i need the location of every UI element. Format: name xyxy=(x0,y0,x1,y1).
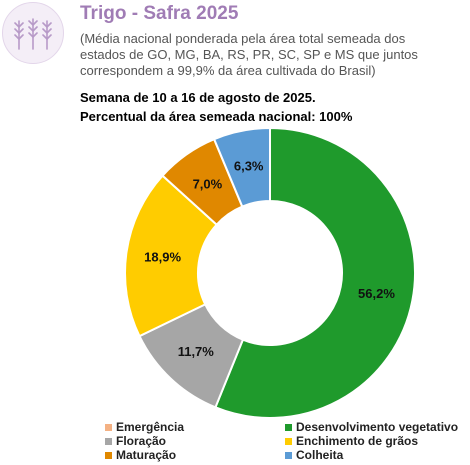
legend-swatch xyxy=(285,437,292,445)
slice-label-5: 6,3% xyxy=(234,159,264,174)
legend-swatch xyxy=(105,451,112,459)
slice-label-3: 18,9% xyxy=(144,250,181,265)
legend-item-5: Colheita xyxy=(285,448,343,462)
legend-item-4: Maturação xyxy=(105,448,176,462)
legend-item-1: Desenvolvimento vegetativo xyxy=(285,420,458,434)
subtitle-line: estados de GO, MG, BA, RS, PR, SC, SP e … xyxy=(80,47,418,62)
legend-item-0: Emergência xyxy=(105,420,184,434)
legend-swatch xyxy=(105,423,112,431)
area-heading: Percentual da área semeada nacional: 100… xyxy=(80,109,353,124)
slice-3 xyxy=(124,174,219,338)
slice-label-1: 56,2% xyxy=(358,286,395,301)
legend-item-3: Enchimento de grãos xyxy=(285,434,418,448)
slice-4 xyxy=(161,137,244,227)
legend-label: Desenvolvimento vegetativo xyxy=(296,420,459,434)
legend-label: Floração xyxy=(116,434,167,448)
page-title: Trigo - Safra 2025 xyxy=(80,3,239,24)
slice-5 xyxy=(212,126,271,208)
wheat-logo-icon xyxy=(2,2,64,64)
subtitle: (Média nacional ponderada pela área tota… xyxy=(80,31,465,79)
legend-label: Maturação xyxy=(116,448,177,462)
legend-label: Colheita xyxy=(296,448,344,462)
legend-swatch xyxy=(285,451,292,459)
legend-label: Enchimento de grãos xyxy=(296,434,419,448)
slice-2 xyxy=(138,303,245,409)
slice-1 xyxy=(214,126,416,419)
legend-swatch xyxy=(285,423,292,431)
legend-item-2: Floração xyxy=(105,434,166,448)
week-heading: Semana de 10 a 16 de agosto de 2025. xyxy=(80,90,316,105)
subtitle-line: correspondem a 99,9% da área cultivada d… xyxy=(80,63,376,78)
legend-swatch xyxy=(105,437,112,445)
slice-label-2: 11,7% xyxy=(178,344,215,359)
slice-label-4: 7,0% xyxy=(193,176,223,191)
subtitle-line: (Média nacional ponderada pela área tota… xyxy=(80,31,406,46)
legend-label: Emergência xyxy=(116,420,185,434)
